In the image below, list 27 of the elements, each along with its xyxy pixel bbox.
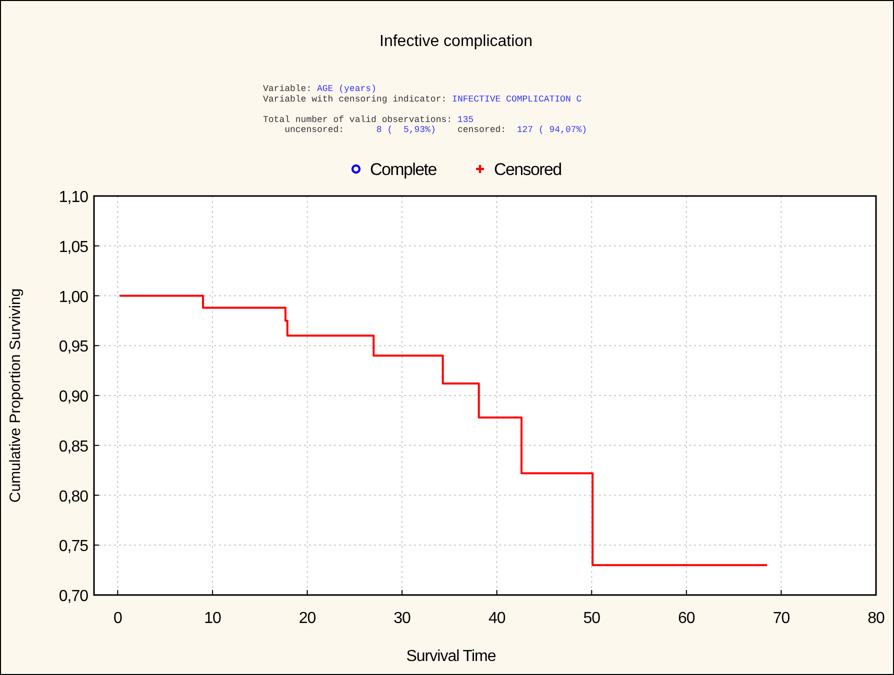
text: Variable: AGE (years) [263,84,376,94]
y-tick-label: 1,05 [58,238,89,256]
y-tick-label: 0,75 [58,538,89,556]
x-tick-label: 50 [583,610,601,627]
x-axis-title: Survival Time [406,648,496,665]
y-tick-label: 0,90 [58,388,89,406]
y-tick-label: 0,70 [58,588,89,605]
legend-label: Censored [494,160,562,179]
x-tick-label: 80 [868,610,885,627]
legend-label: Complete [370,160,437,179]
y-tick-label: 0,95 [58,338,89,356]
x-tick-label: 0 [113,610,122,627]
chart-title: Infective complication [380,33,532,50]
x-tick-label: 70 [772,610,790,627]
text: uncensored: 8 ( 5,93%) censored: 127 ( 94,07%) [284,125,588,136]
x-tick-label: 20 [298,610,316,627]
y-tick-label: 1,10 [58,189,89,206]
x-tick-label: 60 [678,610,696,627]
y-tick-label: 1,00 [58,288,89,306]
x-tick-label: 10 [204,610,222,627]
y-tick-label: 0,85 [58,438,89,456]
text: Total number of valid observations: 135 [263,114,474,125]
x-tick-label: 40 [488,610,506,627]
y-tick-label: 0,80 [58,488,89,506]
text: Variable with censoring indicator: INFECTIVE COMPLICATION C [263,94,582,104]
x-tick-label: 30 [394,610,412,627]
y-axis-title: Cumulative Proportion Surviving [7,288,24,503]
